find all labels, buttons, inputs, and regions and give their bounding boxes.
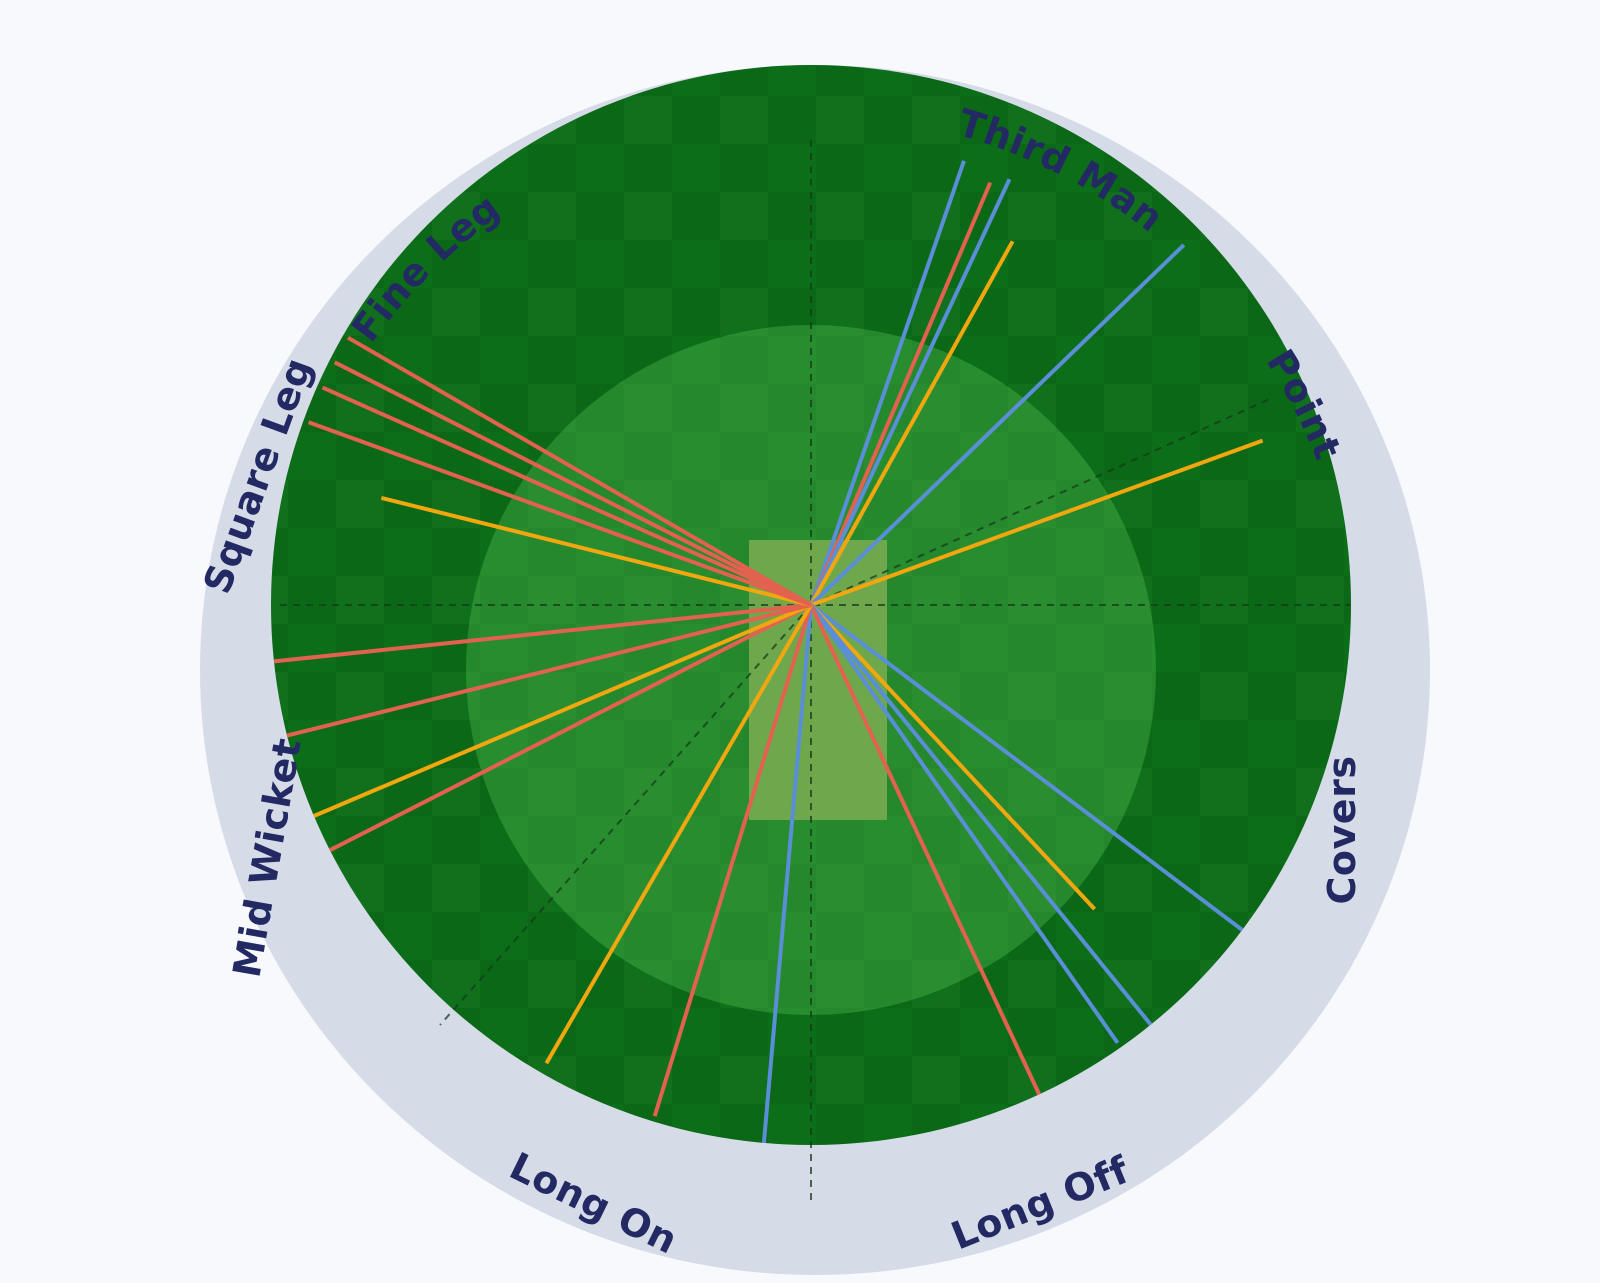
shot-line-red-21 [333,360,812,607]
shot-line-orange-7 [809,603,1097,911]
shot-line-red-1 [809,181,993,606]
shot-line-orange-18 [380,495,812,607]
shot-line-blue-9 [809,603,1120,1045]
shot-line-red-10 [809,604,1042,1096]
shot-line-orange-15 [313,603,812,818]
shot-line-orange-5 [810,438,1264,607]
shot-line-blue-2 [809,178,1012,606]
divider-diagonal-down-left [439,604,812,1026]
zone-label-covers: Covers [1320,756,1364,905]
shot-line-blue-4 [809,243,1186,607]
shot-line-blue-6 [809,603,1244,932]
shot-line-blue-0 [809,160,966,606]
shot-line-orange-13 [544,603,813,1065]
shot-line-red-17 [273,603,812,664]
shot-line-blue-8 [809,603,1153,1026]
shot-line-red-12 [652,604,813,1117]
shot-line-red-16 [286,603,812,738]
shot-lines [273,160,1264,1144]
shot-line-orange-3 [809,240,1015,606]
divider-diagonal-up-right [810,397,1273,606]
shot-line-red-19 [307,420,812,607]
shot-line-blue-11 [761,604,813,1144]
shot-line-red-14 [328,603,812,852]
shot-line-red-20 [321,385,812,607]
shot-line-red-22 [347,335,812,607]
